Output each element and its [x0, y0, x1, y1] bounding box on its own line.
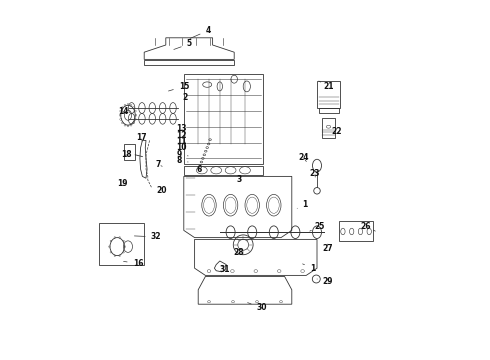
Text: 1: 1	[297, 200, 308, 209]
Text: 2: 2	[182, 93, 187, 102]
Text: 6: 6	[196, 166, 202, 175]
Text: 32: 32	[134, 233, 161, 242]
Text: 20: 20	[157, 186, 167, 195]
Text: 28: 28	[233, 248, 244, 257]
Text: 17: 17	[136, 133, 147, 142]
Text: 24: 24	[298, 153, 309, 162]
Text: 15: 15	[169, 82, 189, 91]
Text: 9: 9	[176, 150, 188, 159]
Text: 11: 11	[176, 137, 187, 146]
Text: 16: 16	[123, 259, 143, 268]
Text: 31: 31	[219, 265, 230, 274]
Text: 14: 14	[118, 107, 129, 116]
Bar	[124, 144, 135, 160]
Text: 29: 29	[317, 277, 333, 286]
Text: 23: 23	[310, 169, 320, 178]
Bar	[339, 221, 373, 241]
Bar	[184, 74, 263, 164]
Text: 22: 22	[331, 127, 342, 136]
Text: 4: 4	[190, 26, 211, 39]
Text: 7: 7	[156, 160, 162, 169]
Bar	[99, 223, 144, 265]
Text: 27: 27	[322, 244, 333, 253]
Text: 1: 1	[303, 264, 315, 273]
Text: 13: 13	[176, 124, 187, 133]
Text: 26: 26	[360, 222, 375, 231]
Text: 5: 5	[174, 40, 192, 49]
Text: 21: 21	[319, 81, 334, 91]
Text: 18: 18	[121, 150, 131, 159]
Text: 25: 25	[310, 222, 324, 231]
Bar	[322, 118, 335, 138]
Bar	[317, 81, 341, 108]
Text: 3: 3	[236, 175, 242, 184]
Text: 8: 8	[176, 156, 188, 166]
Text: 12: 12	[176, 131, 187, 140]
Text: 10: 10	[176, 144, 187, 153]
Text: 19: 19	[117, 179, 128, 188]
Text: 30: 30	[247, 303, 267, 312]
